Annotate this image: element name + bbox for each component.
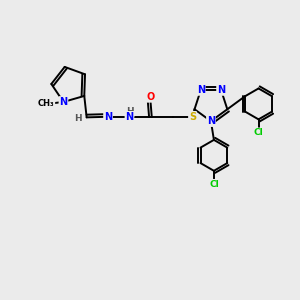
Text: N: N <box>104 112 112 122</box>
Text: N: N <box>59 97 68 107</box>
Text: Cl: Cl <box>209 180 219 189</box>
Text: S: S <box>189 112 196 122</box>
Text: N: N <box>217 85 225 95</box>
Text: CH₃: CH₃ <box>38 99 55 108</box>
Text: Cl: Cl <box>254 128 263 137</box>
Text: O: O <box>146 92 154 102</box>
Text: N: N <box>125 112 134 122</box>
Text: H: H <box>126 107 134 116</box>
Text: N: N <box>207 116 215 126</box>
Text: N: N <box>197 85 205 95</box>
Text: H: H <box>74 114 82 123</box>
